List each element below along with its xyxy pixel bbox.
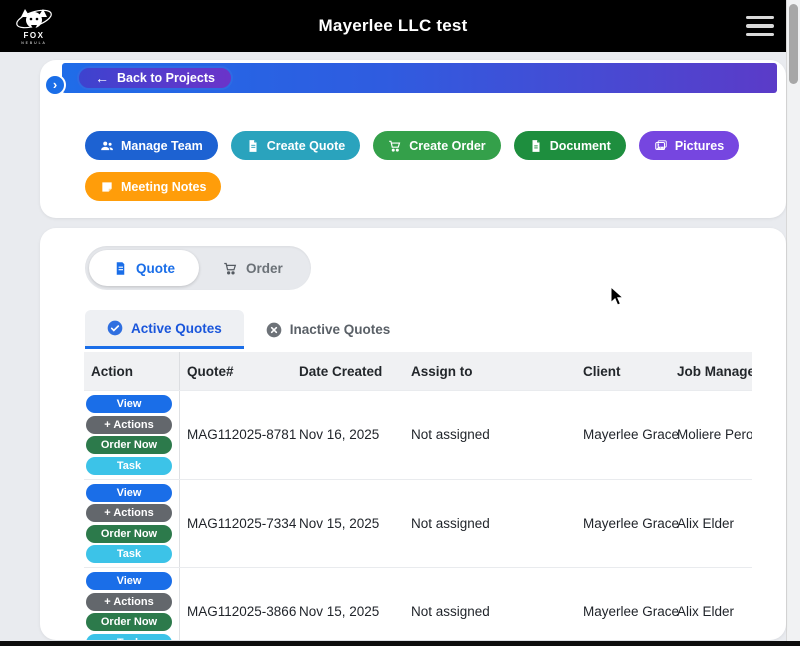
order-now-button[interactable]: Order Now <box>86 613 172 631</box>
quotes-card: Quote Order Active Quotes <box>40 228 786 640</box>
order-now-button[interactable]: Order Now <box>86 524 172 543</box>
cell-date-created: Nov 16, 2025 <box>299 427 380 443</box>
quote-doc-icon <box>116 261 125 275</box>
cell-assign-to: Not assigned <box>411 427 490 443</box>
window-bottom-edge <box>0 641 800 646</box>
file-quote-icon <box>249 139 257 152</box>
cell-assign-to: Not assigned <box>411 604 490 620</box>
table-row: View + Actions Order Now Task MAG112025-… <box>84 567 752 640</box>
cell-assign-to: Not assigned <box>411 515 490 531</box>
cell-client: Mayerlee Grace <box>583 515 680 531</box>
order-cart-icon <box>224 262 237 274</box>
back-to-projects-button[interactable]: ← Back to Projects <box>77 66 233 90</box>
cell-job-manager: Alix Elder <box>677 604 735 620</box>
fox-nebula-logo[interactable]: FOX NEBULA <box>12 4 56 48</box>
x-circle-icon <box>266 322 282 337</box>
table-row: View + Actions Order Now Task MAG112025-… <box>84 390 752 479</box>
check-circle-icon <box>107 320 123 336</box>
vertical-scrollbar[interactable] <box>786 0 800 641</box>
document-icon <box>532 139 540 152</box>
cell-client: Mayerlee Grace <box>583 604 680 620</box>
svg-text:FOX: FOX <box>24 31 45 40</box>
cell-quote-number: MAG112025-8781 <box>187 427 297 443</box>
app-header: FOX NEBULA Mayerlee LLC test <box>0 0 786 52</box>
order-now-button[interactable]: Order Now <box>86 436 172 454</box>
cell-quote-number: MAG112025-7334 <box>187 515 297 531</box>
tab-inactive-quotes[interactable]: Inactive Quotes <box>244 310 413 349</box>
col-action: Action <box>84 352 180 390</box>
hamburger-menu-icon[interactable] <box>746 16 774 36</box>
scrollbar-thumb[interactable] <box>789 4 798 84</box>
arrow-left-icon: ← <box>95 70 109 86</box>
fox-icon: FOX NEBULA <box>16 9 52 45</box>
table-header-row: Action Quote# Date Created Assign to Cli… <box>84 352 752 390</box>
users-icon <box>101 141 113 150</box>
quote-order-toggle: Quote Order <box>85 246 311 290</box>
collapse-chevron-right-icon[interactable]: › <box>44 74 66 96</box>
col-job-manager: Job Manager <box>677 363 752 379</box>
manage-team-button[interactable]: Manage Team <box>85 131 218 160</box>
cell-date-created: Nov 15, 2025 <box>299 515 380 531</box>
cell-client: Mayerlee Grace <box>583 427 680 443</box>
quotes-tabs: Active Quotes Inactive Quotes <box>85 310 412 349</box>
meeting-notes-button[interactable]: Meeting Notes <box>85 172 222 201</box>
document-button[interactable]: Document <box>513 131 626 160</box>
back-button-label: Back to Projects <box>117 71 215 85</box>
task-button[interactable]: Task <box>86 456 172 475</box>
view-button[interactable]: View <box>86 483 172 502</box>
cart-icon <box>389 140 401 152</box>
pictures-button[interactable]: Pictures <box>638 131 740 160</box>
more-actions-button[interactable]: + Actions <box>86 504 172 522</box>
pictures-icon <box>655 139 667 150</box>
more-actions-button[interactable]: + Actions <box>86 415 172 434</box>
view-button[interactable]: View <box>86 395 172 413</box>
col-client: Client <box>583 363 621 379</box>
cell-date-created: Nov 15, 2025 <box>299 604 380 620</box>
back-banner: ← Back to Projects <box>62 63 777 93</box>
create-order-button[interactable]: Create Order <box>373 131 501 160</box>
project-actions-card: ← Back to Projects › Manage Team Create … <box>40 60 786 218</box>
tab-active-quotes[interactable]: Active Quotes <box>85 310 244 349</box>
mouse-cursor <box>610 286 625 306</box>
col-assign-to: Assign to <box>411 363 473 379</box>
action-buttons-row: Manage Team Create Quote Create Order <box>85 131 740 160</box>
cell-quote-number: MAG112025-3866 <box>187 604 297 620</box>
view-button[interactable]: View <box>86 572 172 590</box>
task-button[interactable]: Task <box>86 545 172 563</box>
table-row: View + Actions Order Now Task MAG112025-… <box>84 478 752 567</box>
action-buttons-row-2: Meeting Notes <box>85 172 222 201</box>
row-action-buttons: View + Actions Order Now Task <box>84 479 180 567</box>
cell-job-manager: Alix Elder <box>677 515 735 531</box>
more-actions-button[interactable]: + Actions <box>86 592 172 611</box>
col-quote: Quote# <box>187 363 234 379</box>
task-button[interactable]: Task <box>86 633 172 640</box>
quotes-table: Action Quote# Date Created Assign to Cli… <box>84 352 752 640</box>
toggle-order[interactable]: Order <box>199 250 307 286</box>
create-quote-button[interactable]: Create Quote <box>230 131 361 160</box>
svg-text:NEBULA: NEBULA <box>21 41 47 45</box>
row-action-buttons: View + Actions Order Now Task <box>84 568 180 640</box>
page-title: Mayerlee LLC test <box>318 16 468 35</box>
cell-job-manager: Moliere Pero <box>677 427 752 443</box>
toggle-quote[interactable]: Quote <box>89 250 199 286</box>
row-action-buttons: View + Actions Order Now Task <box>84 391 180 479</box>
note-icon <box>102 181 112 192</box>
col-date-created: Date Created <box>299 363 383 379</box>
